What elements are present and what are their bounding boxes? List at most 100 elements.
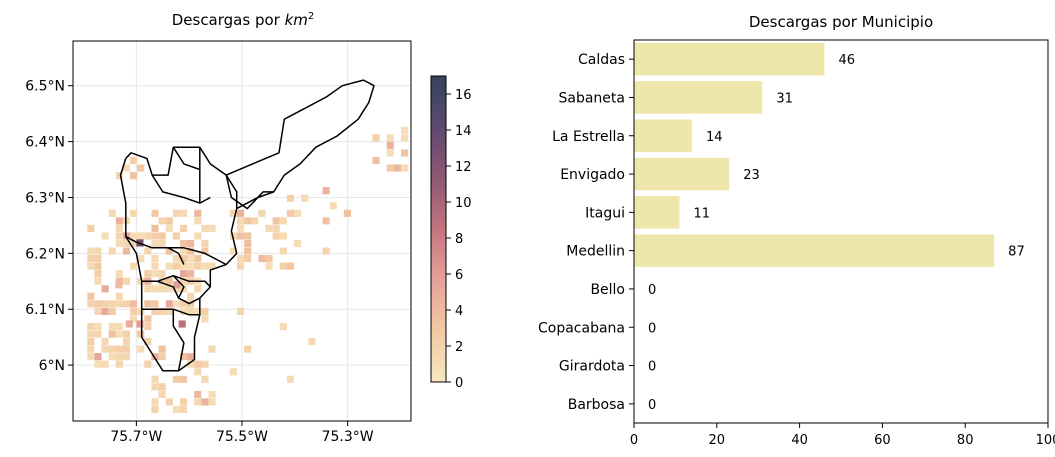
heatmap-cell xyxy=(87,322,95,331)
heatmap-cell xyxy=(115,345,123,353)
heatmap-cell xyxy=(265,262,273,270)
heatmap-cell xyxy=(130,262,138,270)
heatmap-cell xyxy=(87,255,95,263)
heatmap-cell xyxy=(272,232,280,240)
heatmap-cell xyxy=(173,281,181,289)
heatmap-cell xyxy=(122,247,131,255)
heatmap-cell xyxy=(151,270,159,278)
municipality-boundary xyxy=(225,174,238,209)
heatmap-cell xyxy=(165,262,173,270)
bar-value-label: 46 xyxy=(838,53,855,68)
heatmap-cell xyxy=(179,375,188,383)
heatmap-cell xyxy=(122,300,131,308)
heatmap-cell xyxy=(229,368,237,376)
heatmap-cell xyxy=(94,353,102,361)
heatmap-cell xyxy=(294,209,302,217)
map-x-tick-label: 75.7°W xyxy=(110,429,162,445)
heatmap-cell xyxy=(115,360,123,368)
heatmap-cell xyxy=(400,134,409,142)
heatmap-cell xyxy=(101,285,109,293)
heatmap-cell xyxy=(115,224,123,232)
bar-category-label: Medellin xyxy=(566,244,625,260)
heatmap-cell xyxy=(87,247,95,255)
heatmap-cell xyxy=(122,338,131,346)
map-x-axis: 75.7°W 75.5°W 75.3°W xyxy=(110,421,374,445)
heatmap-cell xyxy=(144,360,152,368)
bar-envigado xyxy=(634,157,730,191)
heatmap-cell xyxy=(101,300,109,308)
heatmap-cell xyxy=(158,285,166,293)
bars: Caldas 46 Sabaneta 31 La Estrella 14 Envigado 2… xyxy=(538,42,1025,413)
bar-x-axis: 0 20 40 60 80 100 xyxy=(630,423,1055,448)
heatmap-cell xyxy=(179,270,188,278)
heatmap-cell xyxy=(158,270,166,278)
heatmap-cell xyxy=(108,353,116,361)
municipality-boundary xyxy=(119,79,375,372)
heatmap-cell xyxy=(386,164,394,172)
heatmap-cell xyxy=(130,209,138,217)
heatmap-cell xyxy=(400,149,409,157)
heatmap-cell xyxy=(386,134,394,142)
heatmap-cell xyxy=(130,172,138,180)
heatmap-cell xyxy=(201,262,209,270)
map-x-tick-label: 75.3°W xyxy=(322,429,374,445)
heatmap-cell xyxy=(208,345,216,353)
heatmap-cell xyxy=(187,255,195,263)
heatmap-cell xyxy=(151,262,159,270)
heatmap-cell xyxy=(286,375,295,383)
heatmap-cell xyxy=(144,270,152,278)
heatmap-cell xyxy=(172,255,180,263)
heatmap-cell xyxy=(137,345,145,353)
map-x-tick-label: 75.5°W xyxy=(216,429,268,445)
heatmap-cell xyxy=(179,307,188,315)
heatmap-cell xyxy=(122,277,131,285)
heatmap-cell xyxy=(178,320,186,328)
heatmap-cell xyxy=(236,224,245,232)
heatmap-cell xyxy=(87,345,95,353)
heatmap-cell xyxy=(179,262,188,270)
heatmap-cell xyxy=(179,239,188,248)
heatmap-cell xyxy=(236,262,245,270)
map-title-main: Descargas por xyxy=(172,11,285,29)
heatmap-cell xyxy=(229,247,237,255)
heatmap-cell xyxy=(115,322,123,331)
heatmap-cell xyxy=(322,217,330,225)
bar-medellin xyxy=(634,234,995,267)
heatmap-cell xyxy=(151,353,159,361)
heatmap-cell xyxy=(137,164,145,172)
heatmap-cell xyxy=(194,360,202,368)
municipality-boundary xyxy=(172,309,185,371)
heatmap-cell xyxy=(87,338,95,346)
bar-value-label: 0 xyxy=(648,283,656,298)
heatmap-cell xyxy=(165,224,173,232)
bar-caldas xyxy=(634,42,825,76)
heatmap-cell xyxy=(244,239,252,248)
heatmap-cell xyxy=(101,307,109,315)
heatmap-cell xyxy=(158,383,166,391)
colorbar-ticks: 0 2 4 6 8 10 12 14 16 xyxy=(446,88,472,391)
map-title-sup: 2 xyxy=(308,11,314,22)
heatmap-cell xyxy=(172,262,180,270)
heatmap-cell xyxy=(130,156,138,165)
heatmap-cell xyxy=(265,255,273,263)
heatmap-cell xyxy=(286,262,295,270)
bar-category-label: Bello xyxy=(590,282,625,298)
heatmap-cell xyxy=(251,217,259,225)
heatmap-cell xyxy=(144,247,152,255)
heatmap-cell xyxy=(208,390,216,398)
heatmap-cell xyxy=(236,209,245,217)
heatmap-cell xyxy=(158,232,166,240)
map-y-axis: 6°N 6.1°N 6.2°N 6.3°N 6.4°N 6.5°N xyxy=(25,79,73,374)
heatmap-cell xyxy=(201,307,209,315)
heatmap-cell xyxy=(172,300,180,308)
map-y-tick-label: 6.3°N xyxy=(25,190,65,206)
heatmap-cell xyxy=(343,209,352,217)
heatmap-cell xyxy=(130,239,138,248)
heatmap-cell xyxy=(151,255,159,263)
heatmap-cell xyxy=(372,156,380,165)
heatmap-cell xyxy=(115,300,123,308)
heatmap-cell xyxy=(165,247,173,255)
heatmap-cell xyxy=(158,217,166,225)
bar-title: Descargas por Municipio xyxy=(749,13,933,31)
heatmap-cell xyxy=(179,277,188,285)
